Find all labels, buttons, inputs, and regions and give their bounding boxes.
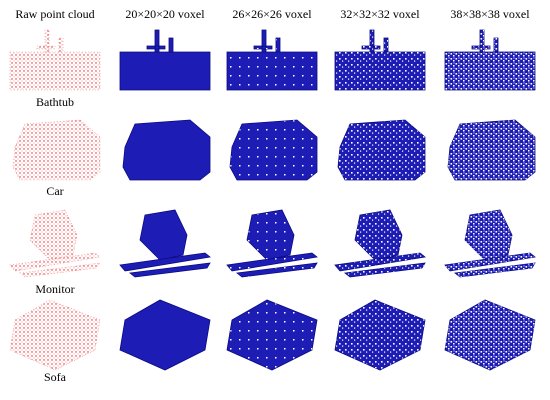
raw-point-cloud [9,29,101,91]
voxel-render [444,299,536,371]
voxel-render [334,29,426,91]
voxel-holes [445,253,535,277]
voxel-holes [465,210,512,260]
voxel-holes [247,210,294,260]
point-cloud [29,209,78,261]
voxel-holes [445,52,535,90]
voxel-render [119,299,211,371]
voxel-render [444,209,536,278]
voxel-holes [335,52,425,90]
point-cloud [9,51,101,91]
point-cloud [9,299,101,371]
voxel-render [119,209,211,278]
image-grid [9,29,536,371]
row-label: Car [46,184,63,198]
column-header: 38×38×38 voxel [450,7,530,21]
voxel-render [444,29,536,91]
voxel-holes [338,120,425,180]
voxels [119,51,211,91]
raw-point-cloud [9,209,101,278]
voxel-render [447,119,536,181]
voxels [122,119,211,181]
voxel-holes [355,210,402,260]
voxel-render [226,29,318,91]
voxel-holes [335,300,425,370]
voxel-holes [448,120,535,180]
voxel-render [226,209,318,278]
column-header: Raw point cloud [15,7,94,21]
raw-point-cloud [12,119,101,181]
row-label: Monitor [35,282,74,296]
voxel-render [229,119,318,181]
voxel-holes [227,52,317,90]
voxels [139,209,188,261]
row-label: Bathtub [36,95,74,109]
point-cloud [12,119,101,181]
voxel-holes [254,30,280,52]
voxel-holes [472,30,498,52]
voxel-holes [445,300,535,370]
column-header: 26×26×26 voxel [232,7,312,21]
raw-point-cloud [9,299,101,371]
point-cloud [9,252,101,278]
column-header: 32×32×32 voxel [340,7,420,21]
voxel-render [226,299,318,371]
voxels [119,252,211,278]
voxel-render [122,119,211,181]
voxel-holes [362,30,388,52]
voxels [146,29,174,53]
voxel-render [334,299,426,371]
row-label: Sofa [44,370,67,384]
voxel-render [337,119,426,181]
voxel-holes [230,120,317,180]
voxel-holes [227,253,317,277]
voxel-render [334,209,426,278]
voxel-holes [227,300,317,370]
column-header: 20×20×20 voxel [125,7,205,21]
voxel-render [119,29,211,91]
point-cloud [36,29,64,53]
voxels [119,299,211,371]
voxel-holes [335,253,425,277]
